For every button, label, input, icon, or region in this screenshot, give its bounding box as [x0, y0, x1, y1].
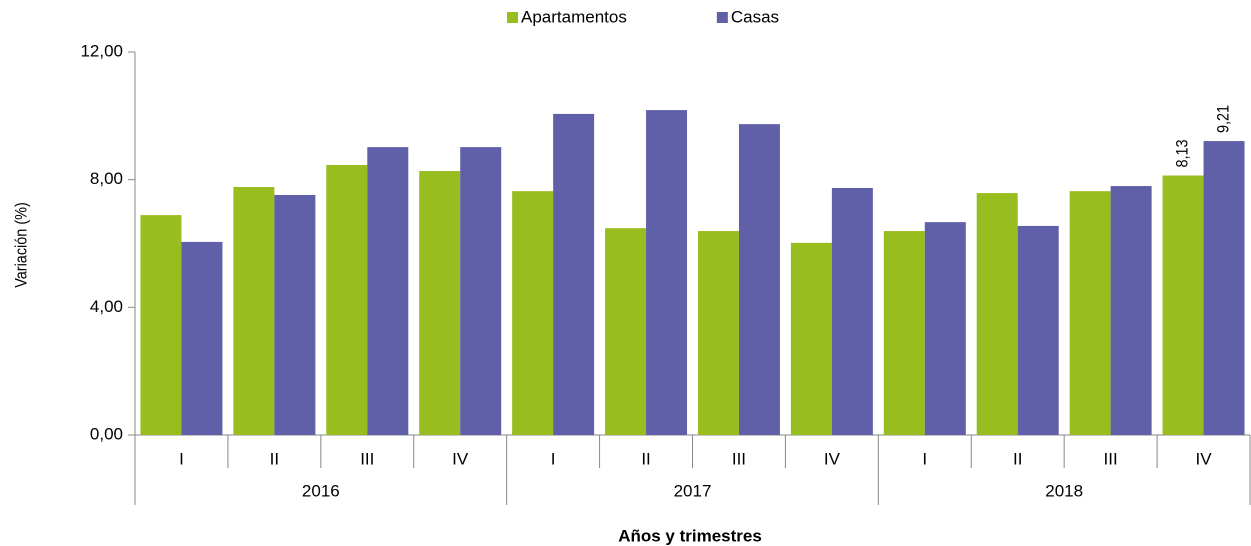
bar [1069, 191, 1111, 435]
bar [553, 113, 595, 435]
bar [274, 194, 316, 435]
bar [181, 241, 223, 435]
x-tick-label: IV [452, 449, 469, 468]
y-tick-label: 12,00 [80, 41, 123, 60]
legend-swatch [716, 12, 728, 23]
y-axis-title: Variación (%) [12, 202, 30, 288]
legend-swatch [507, 12, 518, 23]
x-tick-label: IV [1196, 449, 1213, 468]
bar [1017, 225, 1059, 435]
bar [883, 231, 925, 435]
x-tick-label: II [641, 449, 650, 468]
x-tick-label: IV [824, 449, 841, 468]
x-tick-label: II [1013, 449, 1022, 468]
legend-label: Casas [731, 7, 779, 26]
value-label: 9,21 [1215, 105, 1233, 133]
bar [924, 222, 966, 435]
bar [419, 171, 461, 435]
bar [831, 187, 873, 435]
bar [790, 242, 832, 435]
x-tick-label: III [1104, 449, 1118, 468]
x-tick-label: III [732, 449, 746, 468]
x-tick-label: I [551, 449, 556, 468]
bar [460, 147, 502, 435]
bar [738, 124, 780, 436]
bar [976, 193, 1018, 435]
bar [367, 147, 409, 435]
bar [646, 110, 688, 436]
bar [605, 228, 647, 435]
group-label: 2016 [302, 481, 340, 500]
bar [1162, 175, 1204, 435]
bar [233, 187, 275, 435]
group-label: 2017 [674, 481, 712, 500]
bar [140, 215, 182, 435]
value-label: 8,13 [1174, 139, 1192, 167]
x-tick-label: III [360, 449, 374, 468]
legend-label: Apartamentos [521, 7, 627, 26]
x-tick-label: I [922, 449, 927, 468]
bar [697, 231, 739, 435]
y-tick-label: 4,00 [90, 297, 123, 316]
x-axis-title: Años y trimestres [618, 526, 762, 545]
x-tick-label: I [179, 449, 184, 468]
y-tick-label: 0,00 [90, 424, 123, 443]
bar [1110, 186, 1152, 435]
bar [1203, 141, 1245, 436]
y-tick-label: 8,00 [90, 169, 123, 188]
x-tick-label: II [270, 449, 279, 468]
bar [512, 191, 554, 435]
bar [326, 164, 368, 436]
group-label: 2018 [1045, 481, 1083, 500]
